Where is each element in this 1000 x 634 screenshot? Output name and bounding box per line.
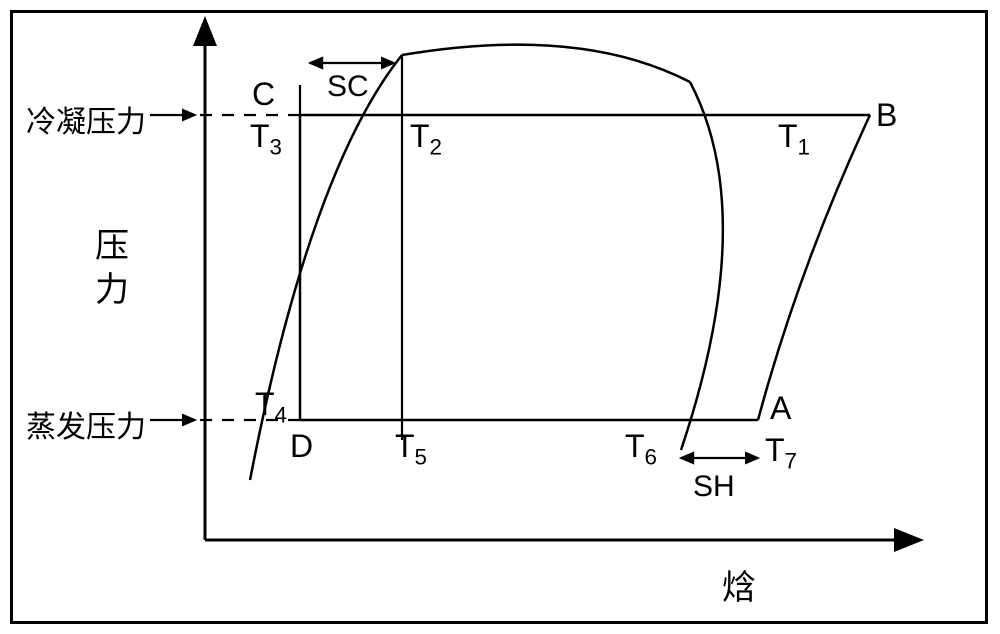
x-axis-label: 焓 bbox=[722, 560, 756, 609]
t7-label: T7 bbox=[765, 432, 797, 474]
y-axis-label-2: 力 bbox=[95, 262, 129, 311]
sh-label: SH bbox=[693, 470, 735, 504]
t1-label: T1 bbox=[778, 118, 810, 160]
t5-label: T5 bbox=[395, 428, 427, 470]
t3-label: T3 bbox=[250, 118, 282, 160]
condensing-pressure-label: 冷凝压力 bbox=[26, 97, 146, 141]
diagram-svg bbox=[0, 0, 1000, 634]
t6-label: T6 bbox=[625, 428, 657, 470]
sc-label: SC bbox=[327, 70, 369, 104]
point-b-label: B bbox=[876, 97, 897, 134]
t2-label: T2 bbox=[410, 118, 442, 160]
t4-label: T4 bbox=[255, 386, 287, 428]
point-d-label: D bbox=[290, 428, 313, 465]
point-a-label: A bbox=[770, 390, 791, 427]
evaporating-pressure-label: 蒸发压力 bbox=[26, 402, 146, 446]
point-c-label: C bbox=[252, 76, 275, 113]
y-axis-label-1: 压 bbox=[95, 218, 129, 267]
